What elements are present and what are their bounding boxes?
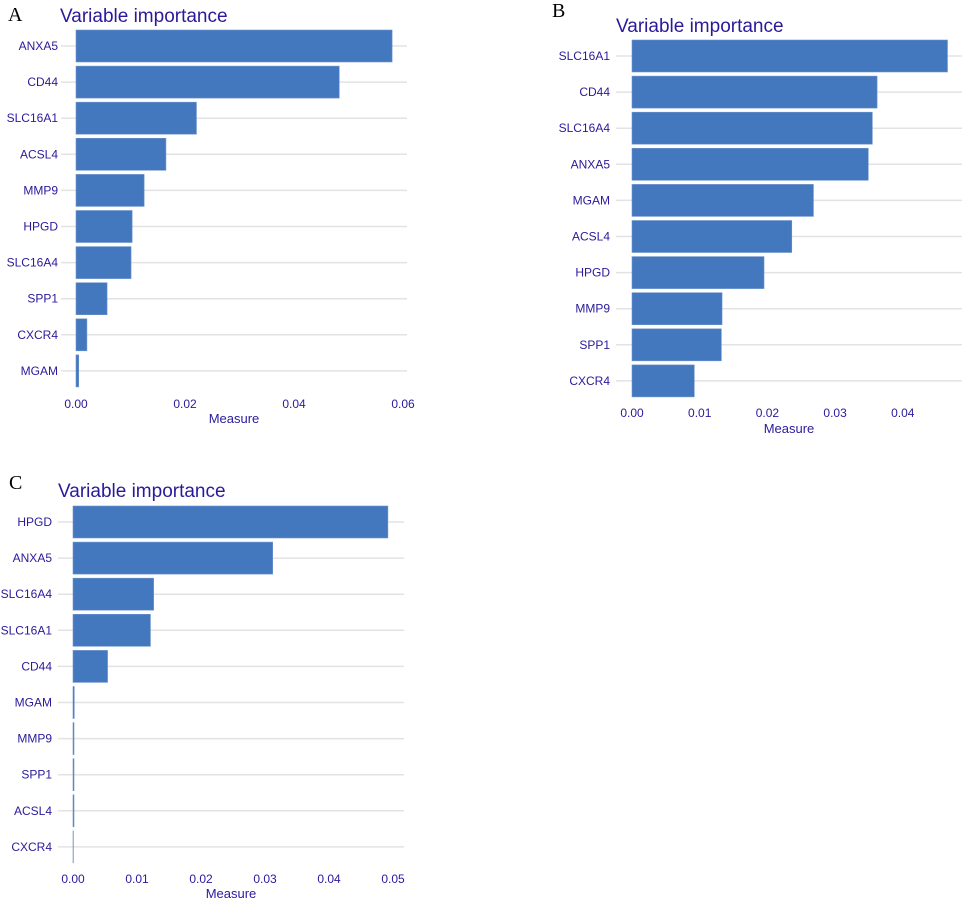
x-tick-label: 0.04 — [891, 406, 915, 420]
bar-anxa5 — [631, 148, 869, 181]
y-tick-label: ANXA5 — [571, 157, 611, 171]
y-tick-label: SPP1 — [21, 768, 52, 782]
y-tick-label: MGAM — [573, 193, 610, 207]
bar-acsl4 — [75, 138, 167, 171]
panel-letter-a: A — [8, 4, 23, 26]
bar-acsl4 — [631, 220, 793, 253]
y-tick-label: HPGD — [575, 266, 610, 280]
chart-title-a: Variable importance — [60, 6, 228, 27]
panel-letter-c: C — [9, 472, 23, 494]
bar-spp1 — [75, 282, 108, 316]
bar-slc16a4 — [631, 111, 873, 145]
x-tick-label: 0.02 — [189, 872, 213, 886]
x-axis-label-c: Measure — [206, 886, 257, 899]
bar-anxa5 — [75, 29, 393, 63]
bar-cd44 — [631, 75, 878, 109]
x-tick-label: 0.05 — [381, 872, 405, 886]
chart-title-b: Variable importance — [616, 16, 784, 37]
y-tick-label: SLC16A4 — [559, 121, 611, 135]
x-axis-label-b: Measure — [764, 421, 815, 436]
bar-cxcr4 — [75, 318, 88, 352]
bar-cd44 — [72, 650, 108, 683]
bar-acsl4 — [72, 794, 75, 828]
y-tick-label: ACSL4 — [20, 147, 58, 161]
y-tick-label: SLC16A4 — [7, 256, 59, 270]
x-axis-label-a: Measure — [209, 411, 260, 426]
bar-slc16a1 — [75, 101, 197, 135]
x-tick-label: 0.00 — [61, 872, 85, 886]
x-tick-label: 0.02 — [756, 406, 780, 420]
bar-hpgd — [631, 256, 765, 289]
bar-mmp9 — [75, 174, 145, 207]
x-tick-label: 0.04 — [317, 872, 341, 886]
panel-letter-b: B — [552, 0, 566, 22]
chart-title-c: Variable importance — [58, 481, 226, 502]
y-tick-label: ACSL4 — [14, 804, 52, 818]
y-tick-label: CXCR4 — [17, 328, 58, 342]
y-tick-label: ANXA5 — [13, 551, 53, 565]
x-tick-label: 0.01 — [125, 872, 149, 886]
bar-slc16a4 — [72, 577, 154, 611]
bar-anxa5 — [72, 541, 273, 575]
x-tick-label: 0.03 — [823, 406, 847, 420]
bar-mgam — [631, 184, 814, 217]
y-tick-label: CD44 — [579, 85, 610, 99]
bar-slc16a1 — [72, 613, 151, 647]
y-tick-label: CD44 — [27, 75, 58, 89]
bar-spp1 — [72, 758, 75, 792]
bar-slc16a1 — [631, 39, 948, 73]
y-tick-label: ACSL4 — [572, 230, 610, 244]
y-tick-label: MGAM — [15, 696, 52, 710]
bar-hpgd — [75, 210, 133, 243]
y-tick-label: MGAM — [21, 364, 58, 378]
y-tick-label: CD44 — [21, 659, 52, 673]
x-tick-label: 0.06 — [391, 397, 415, 411]
x-tick-label: 0.04 — [282, 397, 306, 411]
y-tick-label: CXCR4 — [11, 840, 52, 854]
bar-mgam — [75, 354, 80, 388]
bar-hpgd — [72, 505, 389, 539]
y-tick-label: SLC16A4 — [1, 587, 53, 601]
bar-spp1 — [631, 328, 722, 362]
y-tick-label: HPGD — [23, 220, 58, 234]
bar-cd44 — [75, 65, 340, 99]
y-tick-label: CXCR4 — [569, 374, 610, 388]
bar-cxcr4 — [631, 364, 695, 398]
y-tick-label: MMP9 — [17, 732, 52, 746]
y-tick-label: ANXA5 — [19, 39, 59, 53]
y-tick-label: SLC16A1 — [559, 49, 611, 63]
x-tick-label: 0.00 — [620, 406, 644, 420]
x-tick-label: 0.02 — [173, 397, 197, 411]
x-tick-label: 0.03 — [253, 872, 277, 886]
bar-slc16a4 — [75, 246, 132, 279]
y-tick-label: SLC16A1 — [1, 623, 53, 637]
y-tick-label: MMP9 — [23, 183, 58, 197]
x-tick-label: 0.00 — [64, 397, 88, 411]
bar-mgam — [72, 686, 75, 719]
bar-mmp9 — [631, 292, 723, 326]
y-tick-label: SLC16A1 — [7, 111, 59, 125]
bar-mmp9 — [72, 722, 75, 755]
x-tick-label: 0.01 — [688, 406, 712, 420]
y-tick-label: SPP1 — [27, 292, 58, 306]
y-tick-label: HPGD — [17, 515, 52, 529]
y-tick-label: SPP1 — [579, 338, 610, 352]
y-tick-label: MMP9 — [575, 302, 610, 316]
